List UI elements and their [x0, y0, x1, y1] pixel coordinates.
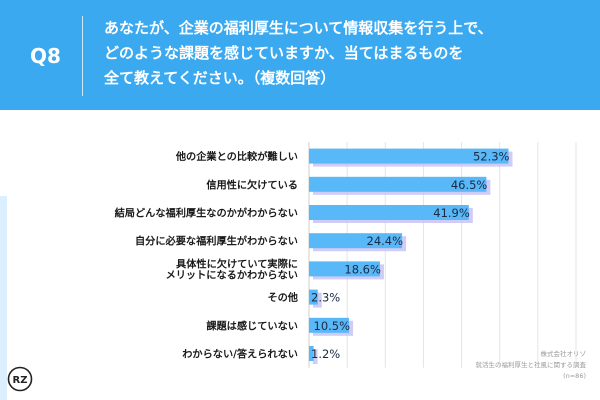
header-divider — [82, 16, 83, 96]
category-label: 課題は感じていない — [206, 319, 298, 332]
value-label: 10.5% — [314, 319, 351, 333]
bar — [309, 289, 318, 305]
bar — [309, 261, 380, 277]
category-label: わからない/答えられない — [182, 348, 298, 361]
left-accent-strip — [0, 196, 7, 400]
bar — [309, 346, 314, 361]
bar — [309, 148, 509, 164]
category-label: 他の企業との比較が難しい — [175, 150, 298, 163]
category-label: 信用性に欠けている — [206, 178, 298, 191]
question-text: あなたが、企業の福利厚生について情報収集を行う上で、 どのような課題を感じていま… — [104, 16, 574, 91]
bar — [309, 317, 350, 333]
value-label: 52.3% — [473, 150, 510, 164]
question-header: Q8 あなたが、企業の福利厚生について情報収集を行う上で、 どのような課題を感じ… — [0, 0, 600, 110]
source-survey: 就活生の福利厚生と社風に関する調査 — [475, 361, 587, 369]
category-label: その他 — [267, 291, 298, 304]
question-line: どのような課題を感じていますか、当てはまるものを — [104, 44, 464, 62]
bar — [309, 176, 487, 192]
source-sample-size: (n=86) — [563, 372, 586, 380]
value-label: 2.3% — [311, 291, 340, 305]
bar-shadow — [313, 349, 318, 364]
bar — [309, 205, 469, 220]
value-label: 46.5% — [451, 178, 488, 192]
value-label: 18.6% — [344, 262, 381, 276]
category-label: 自分に必要な福利厚生がわからない — [135, 235, 298, 248]
value-label: 24.4% — [367, 234, 404, 248]
category-label: メリットになるかわからない — [166, 269, 298, 281]
category-label: 具体性に欠けていて実際に — [175, 257, 298, 270]
value-label: 1.2% — [311, 347, 340, 361]
category-label: 結局どんな福利厚生なのかがわからない — [115, 207, 298, 220]
orizo-logo-icon: RZ — [7, 366, 33, 392]
question-number: Q8 — [30, 44, 61, 68]
question-line: 全て教えてください。（複数回答） — [104, 69, 336, 87]
question-line: あなたが、企業の福利厚生について情報収集を行う上で、 — [104, 19, 493, 37]
source-note: 株式会社オリゾ 就活生の福利厚生と社風に関する調査 (n=86) — [476, 349, 587, 382]
source-company: 株式会社オリゾ — [540, 350, 587, 358]
logo-text: RZ — [13, 375, 28, 386]
value-label: 41.9% — [433, 206, 470, 220]
bar — [309, 233, 403, 249]
